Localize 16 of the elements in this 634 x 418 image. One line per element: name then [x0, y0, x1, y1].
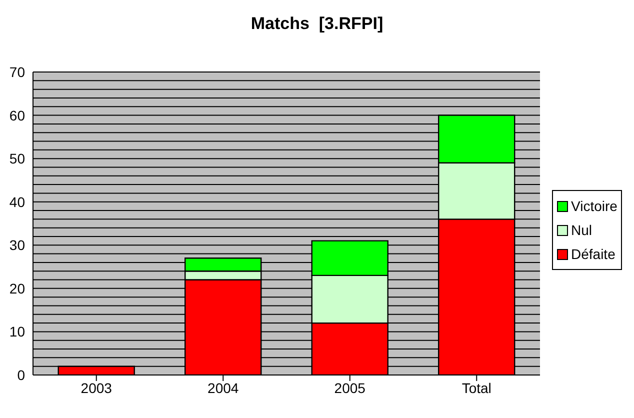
y-tick-label: 30 [9, 237, 26, 254]
y-tick-label: 50 [9, 150, 26, 167]
legend-label: Victoire [571, 198, 618, 214]
x-tick-label: 2005 [334, 380, 366, 396]
chart-title: Matchs [3.RFPI] [250, 14, 384, 34]
y-tick-label: 70 [9, 64, 26, 80]
y-tick-label: 20 [9, 280, 26, 296]
x-tick-label: 2003 [80, 380, 112, 396]
y-tick-label: 60 [9, 107, 26, 124]
legend-label: Nul [571, 222, 592, 238]
y-tick-label: 0 [17, 366, 26, 383]
y-tick-label: 40 [9, 194, 26, 210]
legend-label: Défaite [571, 246, 616, 262]
x-tick-label: 2004 [208, 380, 239, 396]
y-tick-label: 10 [9, 324, 26, 340]
x-tick-label: Total [462, 380, 492, 396]
